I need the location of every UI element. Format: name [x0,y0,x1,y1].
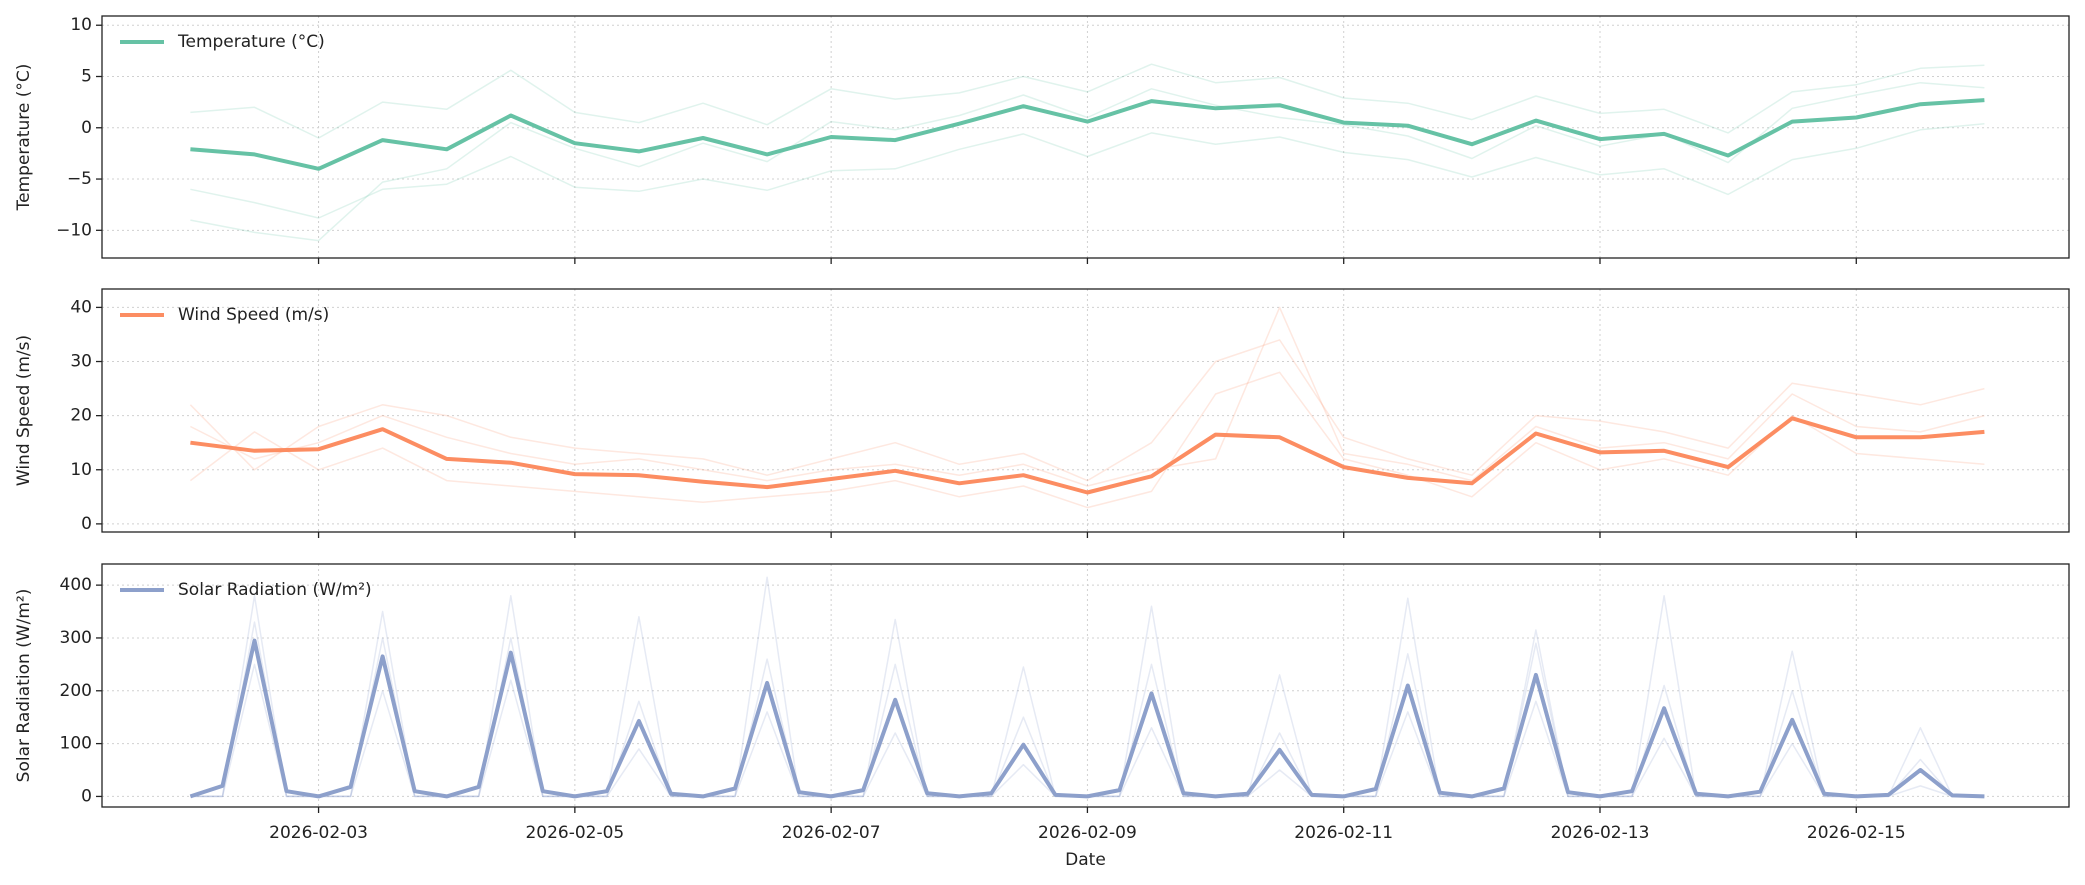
x-tick-label: 2026-02-03 [269,823,368,843]
legend-label: Temperature (°C) [177,32,325,52]
legend-label: Solar Radiation (W/m²) [178,580,372,600]
member-line [190,81,1985,242]
legend-label: Wind Speed (m/s) [178,305,329,325]
y-tick-label: 30 [70,352,92,372]
y-tick-label: 300 [60,628,92,648]
x-tick-label: 2026-02-11 [1294,823,1393,843]
member-line [190,122,1985,219]
y-tick-label: 400 [60,575,92,595]
member-line [189,371,1985,509]
x-axis-label: Date [1065,850,1106,870]
x-tick-label: 2026-02-15 [1807,823,1906,843]
y-tick-label: −5 [67,169,92,189]
plot-frame [101,15,2070,259]
y-tick-label: 10 [70,15,92,35]
member-line [189,339,1985,482]
mean-line [190,98,1985,171]
y-tick-label: 0 [81,786,92,806]
y-tick-label: 10 [70,460,92,480]
y-tick-label: 5 [81,67,92,87]
y-axis-label: Wind Speed (m/s) [14,335,34,486]
mean-line [189,638,1985,799]
x-tick-label: 2026-02-13 [1551,823,1650,843]
y-tick-label: 200 [60,681,92,701]
mean-line [190,416,1985,495]
x-tick-label: 2026-02-09 [1038,823,1137,843]
x-tick-label: 2026-02-05 [525,823,624,843]
y-tick-label: 20 [70,406,92,426]
y-axis-label: Solar Radiation (W/m²) [14,589,34,783]
y-axis-label: Temperature (°C) [14,64,34,212]
plot-frame [101,288,2070,533]
y-tick-label: 0 [81,514,92,534]
y-tick-label: 100 [60,734,92,754]
x-tick-label: 2026-02-07 [782,823,881,843]
member-line [190,63,1985,139]
plot-frame [101,563,2070,808]
y-tick-label: 40 [70,297,92,317]
y-tick-label: 0 [81,118,92,138]
member-line [190,306,1985,487]
y-tick-label: −10 [56,220,92,240]
